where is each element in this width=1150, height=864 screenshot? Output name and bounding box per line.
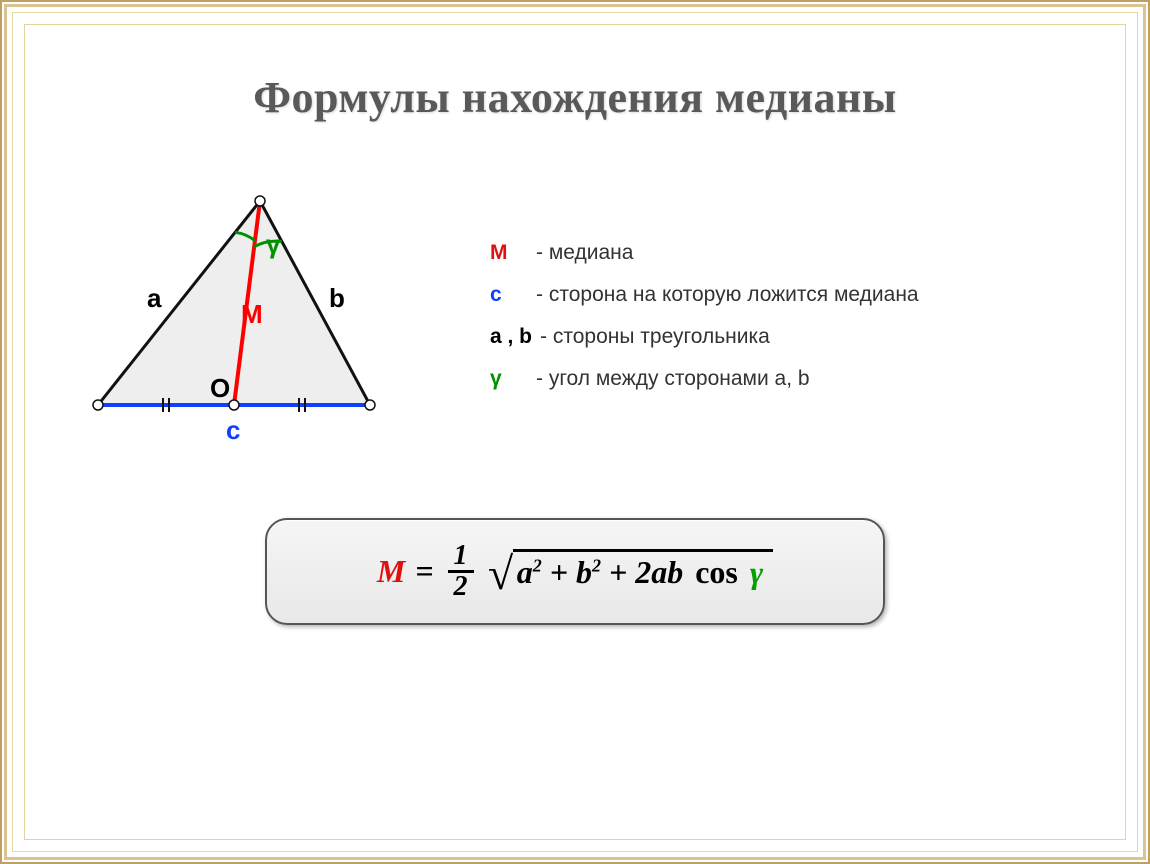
triangle-diagram: a b Mγ Oc	[80, 183, 440, 448]
legend-key-gamma: γ	[490, 367, 528, 391]
legend-text-ab: - стороны треугольника	[540, 325, 770, 349]
rad-plus2: +	[609, 554, 627, 590]
triangle-svg: a b Mγ Oc	[80, 183, 400, 443]
formula-frac-den: 2	[448, 573, 474, 601]
legend-row-gamma: γ - угол между сторонами a, b	[490, 367, 1110, 391]
svg-text:M: M	[241, 299, 263, 329]
rad-2ab: 2ab	[635, 554, 683, 590]
rad-a: a	[517, 554, 533, 590]
legend-key-M: M	[490, 241, 528, 265]
mid-row: a b Mγ Oc M - медиана c - сторона на котору…	[40, 183, 1110, 448]
legend-key-c: c	[490, 283, 528, 307]
legend: M - медиана c - сторона на которую ложит…	[490, 223, 1110, 409]
page-title: Формулы нахождения медианы	[40, 72, 1110, 123]
formula-fraction: 1 2	[448, 542, 474, 601]
formula-frac-num: 1	[448, 542, 474, 573]
radical-icon: √	[488, 551, 513, 597]
rad-b-sup: 2	[592, 555, 601, 575]
legend-key-ab: a , b	[490, 325, 532, 349]
slide-content: Формулы нахождения медианы a b Mγ Oc M - ме…	[40, 40, 1110, 824]
legend-text-gamma: - угол между сторонами a, b	[536, 367, 810, 391]
formula: M = 1 2 √ a2 + b2 + 2ab cos γ	[307, 542, 843, 601]
svg-text:c: c	[226, 415, 240, 443]
legend-text-c: - сторона на которую ложится медиана	[536, 283, 919, 307]
formula-radicand: a2 + b2 + 2ab cos γ	[513, 549, 773, 595]
legend-text-M: - медиана	[536, 241, 633, 265]
svg-text:b: b	[329, 283, 345, 313]
svg-text:a: a	[147, 283, 162, 313]
rad-a-sup: 2	[533, 555, 542, 575]
legend-row-ab: a , b - стороны треугольника	[490, 325, 1110, 349]
formula-box: M = 1 2 √ a2 + b2 + 2ab cos γ	[265, 518, 885, 625]
legend-row-c: c - сторона на которую ложится медиана	[490, 283, 1110, 307]
formula-M: M	[377, 553, 405, 590]
formula-sqrt: √ a2 + b2 + 2ab cos γ	[488, 549, 774, 595]
formula-equals: =	[415, 553, 433, 590]
rad-cos: cos	[695, 554, 738, 590]
rad-b: b	[576, 554, 592, 590]
rad-plus1: +	[550, 554, 568, 590]
rad-gamma: γ	[750, 554, 763, 590]
svg-text:γ: γ	[266, 229, 281, 259]
legend-row-median: M - медиана	[490, 241, 1110, 265]
svg-text:O: O	[210, 373, 230, 403]
